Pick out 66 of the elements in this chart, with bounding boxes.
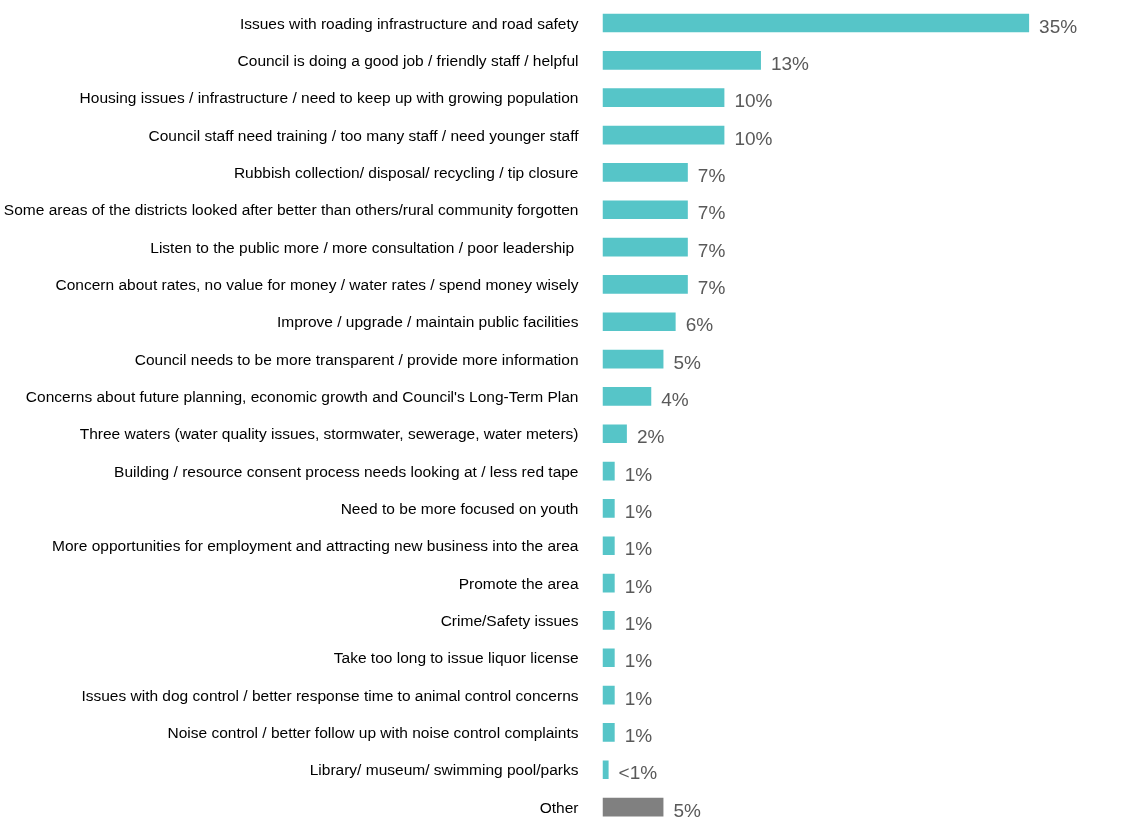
bar [602,163,688,182]
data-label: 4% [661,388,689,410]
bar [602,200,688,220]
data-label: 10% [734,90,773,112]
bar [602,573,615,593]
data-label: 1% [624,500,653,522]
bar [602,13,1030,33]
y-tick-label: Improve / upgrade / maintain public facilities [276,313,579,331]
bar [602,51,761,70]
y-tick-label: Issues with dog control / better response time to animal control concerns [81,686,579,704]
data-label: 7% [697,164,726,186]
data-label: 7% [697,202,726,224]
bar [602,275,688,294]
data-label: 1% [624,650,653,672]
y-tick-label: Council staff need training / too many staff / need younger staff [148,126,580,144]
data-label: <1% [618,762,658,784]
y-tick-label: Listen to the public more / more consultation / poor leadership [150,238,575,256]
y-tick-label: Concerns about future planning, economic growth and Council's Long-Term Plan [25,387,579,405]
y-tick-label: Need to be more focused on youth [340,499,579,517]
bar [602,312,676,332]
data-label: 1% [624,463,653,485]
data-label: 1% [624,687,653,709]
y-tick-label: Building / resource consent process needs looking at / less red tape [114,462,579,480]
data-label: 7% [697,276,726,298]
data-label: 1% [624,575,653,597]
bar [602,499,615,518]
bar [602,387,652,406]
y-tick-label: Three waters (water quality issues, stormwater, sewerage, water meters) [79,425,579,443]
bar [602,125,725,145]
bar [602,760,609,780]
y-tick-label: Crime/Safety issues [440,611,579,629]
data-label: 7% [697,239,726,261]
y-tick-label: Promote the area [458,574,579,592]
data-label: 5% [673,799,702,821]
data-label: 1% [624,538,653,560]
bar [602,88,725,108]
data-label: 13% [770,52,810,74]
bar [602,536,615,556]
y-tick-label: Some areas of the districts looked after better than others/rural community forgotten [3,201,579,219]
bar [602,648,615,668]
bar [602,424,627,444]
bar [602,685,615,705]
y-tick-label: Council is doing a good job / friendly staff / helpful [237,51,579,69]
data-label: 35% [1039,15,1078,37]
y-tick-label: Council needs to be more transparent / provide more information [134,350,579,368]
data-label: 6% [685,314,714,336]
bar [602,611,615,630]
y-tick-label: Take too long to issue liquor license [333,649,579,667]
data-label: 5% [673,351,702,373]
data-label: 2% [636,426,665,448]
data-label: 10% [734,127,773,149]
y-tick-label: Housing issues / infrastructure / need to keep up with growing population [79,89,579,107]
y-tick-label: Rubbish collection/ disposal/ recycling / tip closure [233,163,579,181]
y-tick-label: Noise control / better follow up with noise control complaints [167,723,579,741]
data-label: 1% [624,724,653,746]
y-tick-label: Concern about rates, no value for money / water rates / spend money wisely [55,275,579,293]
y-tick-label: Library/ museum/ swimming pool/parks [309,761,579,779]
y-tick-label: Issues with roading infrastructure and road safety [239,14,579,32]
bar [602,237,688,257]
data-label: 1% [624,612,653,634]
y-tick-label: Other [539,798,579,816]
y-tick-label: More opportunities for employment and attracting new business into the area [52,537,579,555]
bar [602,461,615,481]
bar [602,349,664,369]
bar [602,797,664,817]
bar [602,723,615,742]
